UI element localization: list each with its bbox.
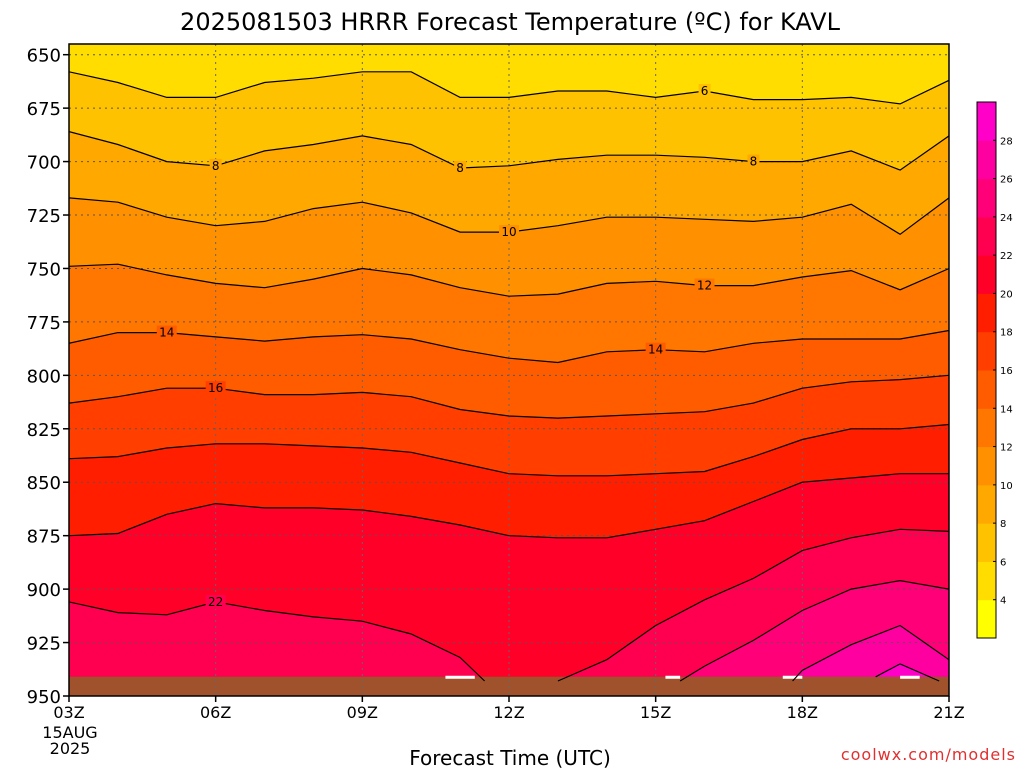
contour-label-bg-14 xyxy=(156,325,177,340)
y-tick-label-725: 725 xyxy=(27,206,61,227)
contour-line-18-6 xyxy=(69,423,949,477)
x-axis: 03Z 06Z 09Z 12Z 15Z 18Z 21Z xyxy=(53,696,965,722)
colorbar-swatch-28 xyxy=(977,102,996,141)
ground-gap-2 xyxy=(782,675,803,679)
colorbar-swatch-24 xyxy=(977,178,996,218)
contour-label-bg-6 xyxy=(698,84,711,99)
y-tick-label-800: 800 xyxy=(27,366,61,387)
colorbar: 4 6 8 10 12 14 16 18 20 22 24 26 28 xyxy=(976,101,1013,639)
colorbar-tick-label-26: 26 xyxy=(1000,175,1013,186)
y-tick-label-825: 825 xyxy=(27,420,61,441)
contour-line-28-12 xyxy=(875,663,940,682)
contour-label-10: 10 xyxy=(501,225,516,239)
contour-label-bg-8 xyxy=(209,158,222,173)
colorbar-swatch-20 xyxy=(977,255,996,294)
contour-label-bg-12 xyxy=(694,278,715,293)
colorbar-tick-label-18: 18 xyxy=(1000,328,1013,339)
y-tick-label-700: 700 xyxy=(27,153,61,174)
colorbar-tick-label-6: 6 xyxy=(1000,557,1006,568)
colorbar-tick-label-4: 4 xyxy=(1000,596,1006,607)
contour-label-6: 6 xyxy=(701,84,709,98)
band-fill-22 xyxy=(69,601,485,696)
date-label-day: 15AUG xyxy=(42,723,97,742)
contour-label-bg-14 xyxy=(645,342,666,357)
colorbar-swatch-6 xyxy=(977,523,996,562)
y-tick-label-650: 650 xyxy=(27,46,61,67)
chart-title: 2025081503 HRRR Forecast Temperature (ºC… xyxy=(180,8,841,36)
contour-lines xyxy=(69,71,949,682)
contour-labels: 6 8 8 8 10 12 14 14 16 22 xyxy=(156,84,760,609)
x-tick-label-15Z: 15Z xyxy=(640,703,671,722)
contour-line-22-9 xyxy=(557,528,949,682)
colorbar-swatch-4 xyxy=(977,561,996,601)
contour-label-14: 14 xyxy=(159,326,174,340)
contour-label-22: 22 xyxy=(208,595,223,609)
colorbar-tick-label-14: 14 xyxy=(1000,404,1013,415)
credit-link[interactable]: coolwx.com/models xyxy=(841,745,1016,764)
contour-label-bg-10 xyxy=(499,225,519,240)
x-tick-label-06Z: 06Z xyxy=(200,703,231,722)
colorbar-tick-label-8: 8 xyxy=(1000,519,1006,530)
contour-line-12-3 xyxy=(69,263,949,297)
colorbar-tick-label-10: 10 xyxy=(1000,481,1013,492)
contour-label-8: 8 xyxy=(212,159,220,173)
colorbar-tick-label-22: 22 xyxy=(1000,251,1013,262)
contour-line-20-7 xyxy=(69,473,949,539)
colorbar-tick-label-28: 28 xyxy=(1000,136,1013,147)
colorbar-swatch-8 xyxy=(977,484,996,524)
colorbar-swatch-16 xyxy=(977,331,996,371)
contour-label-bg-8 xyxy=(747,154,760,169)
contour-line-24-10 xyxy=(679,579,949,682)
contour-line-6-0 xyxy=(69,71,949,105)
x-axis-label: Forecast Time (UTC) xyxy=(409,746,611,768)
temperature-bands xyxy=(69,44,949,696)
contour-line-14-4 xyxy=(69,329,949,364)
colorbar-swatch-10 xyxy=(977,446,996,486)
y-tick-label-750: 750 xyxy=(27,259,61,280)
colorbar-tick-label-20: 20 xyxy=(1000,289,1013,300)
date-label-year: 2025 xyxy=(50,739,91,758)
y-axis: 650 675 700 725 750 775 800 825 850 875 900 925 950 xyxy=(27,46,69,708)
contour-label-14: 14 xyxy=(648,343,663,357)
x-tick-label-18Z: 18Z xyxy=(787,703,818,722)
ground-gap-0 xyxy=(445,675,475,679)
colorbar-swatch-26 xyxy=(977,140,996,180)
y-tick-label-675: 675 xyxy=(27,99,61,120)
y-tick-label-850: 850 xyxy=(27,473,61,494)
y-tick-label-925: 925 xyxy=(27,634,61,655)
contour-label-bg-22 xyxy=(205,594,226,609)
x-tick-label-03Z: 03Z xyxy=(53,703,84,722)
contour-line-26-11 xyxy=(792,624,949,682)
contour-label-8: 8 xyxy=(456,161,464,175)
x-tick-label-09Z: 09Z xyxy=(347,703,378,722)
colorbar-swatch-18 xyxy=(977,293,996,333)
y-tick-label-875: 875 xyxy=(27,527,61,548)
contour-label-bg-8 xyxy=(454,160,467,175)
colorbar-swatch-2 xyxy=(977,599,996,639)
colorbar-tick-label-16: 16 xyxy=(1000,366,1013,377)
contour-label-8: 8 xyxy=(750,155,758,169)
contour-line-22-8 xyxy=(69,601,486,682)
contour-label-12: 12 xyxy=(697,279,712,293)
colorbar-tick-label-24: 24 xyxy=(1000,213,1013,224)
x-tick-label-12Z: 12Z xyxy=(493,703,524,722)
colorbar-tick-label-12: 12 xyxy=(1000,443,1013,454)
y-tick-label-775: 775 xyxy=(27,313,61,334)
colorbar-swatch-14 xyxy=(977,370,996,409)
ground-gap-1 xyxy=(665,675,681,679)
contour-label-16: 16 xyxy=(208,381,223,395)
contour-label-bg-16 xyxy=(205,381,226,396)
ground-gap-3 xyxy=(900,675,920,679)
colorbar-swatch-22 xyxy=(977,216,996,256)
colorbar-swatch-12 xyxy=(977,408,996,448)
x-tick-label-21Z: 21Z xyxy=(933,703,964,722)
y-tick-label-900: 900 xyxy=(27,580,61,601)
y-tick-label-950: 950 xyxy=(27,687,61,708)
